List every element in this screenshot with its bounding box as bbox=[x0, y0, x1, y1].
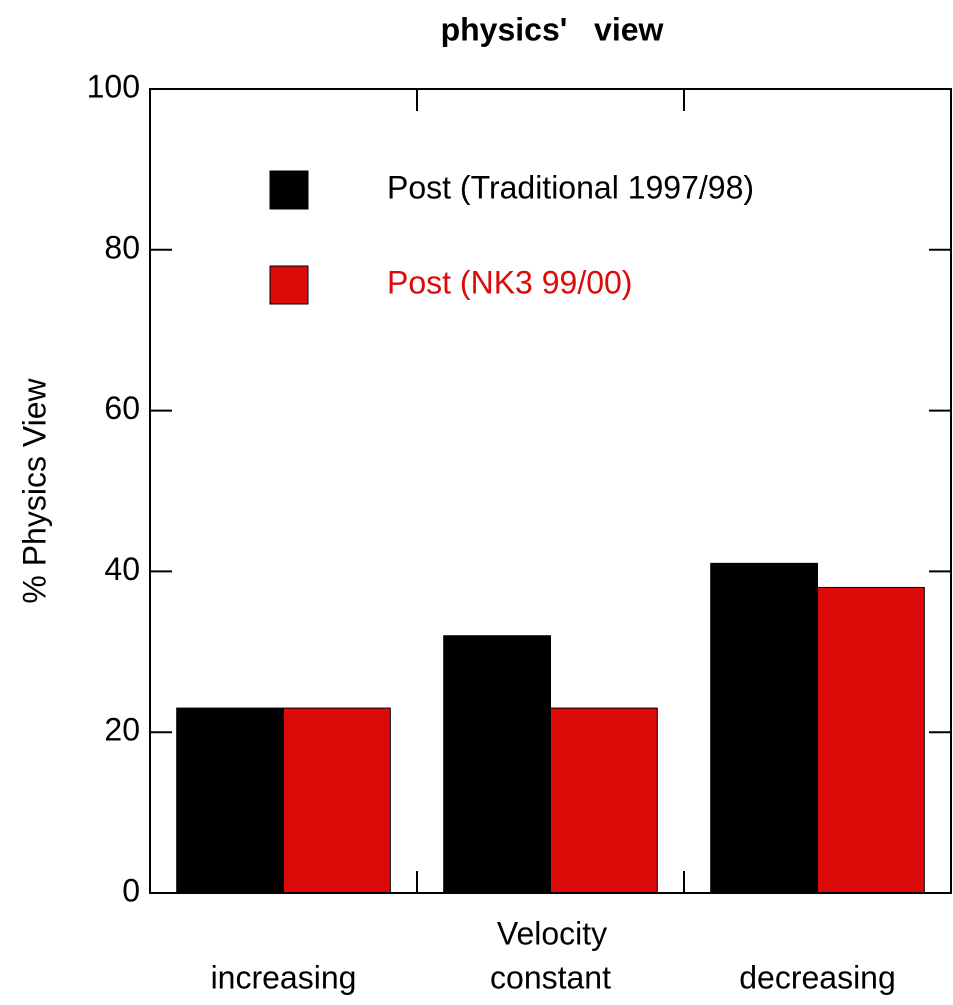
y-tick-label: 60 bbox=[104, 390, 140, 426]
y-axis-label: % Physics View bbox=[16, 377, 52, 603]
x-tick-label: constant bbox=[490, 959, 611, 995]
y-tick-label: 20 bbox=[104, 712, 140, 748]
y-tick-label: 0 bbox=[122, 872, 140, 908]
y-tick-label: 80 bbox=[104, 229, 140, 265]
y-tick-label: 40 bbox=[104, 551, 140, 587]
bar bbox=[176, 707, 284, 894]
x-tick-label: decreasing bbox=[739, 959, 896, 995]
plot-frame bbox=[149, 88, 952, 894]
bar bbox=[443, 635, 552, 894]
legend-swatch bbox=[269, 170, 309, 210]
bar bbox=[817, 586, 925, 894]
legend-swatch bbox=[269, 265, 309, 305]
x-axis-label: Velocity bbox=[497, 915, 607, 951]
legend-label: Post (Traditional 1997/98) bbox=[387, 169, 754, 205]
y-tick-label: 100 bbox=[87, 68, 140, 104]
x-tick-label: increasing bbox=[211, 959, 357, 995]
bar bbox=[710, 562, 819, 894]
bar bbox=[283, 707, 391, 894]
bar bbox=[550, 707, 658, 894]
legend-label: Post (NK3 99/00) bbox=[387, 264, 632, 300]
chart-title: physics' view bbox=[441, 11, 664, 47]
